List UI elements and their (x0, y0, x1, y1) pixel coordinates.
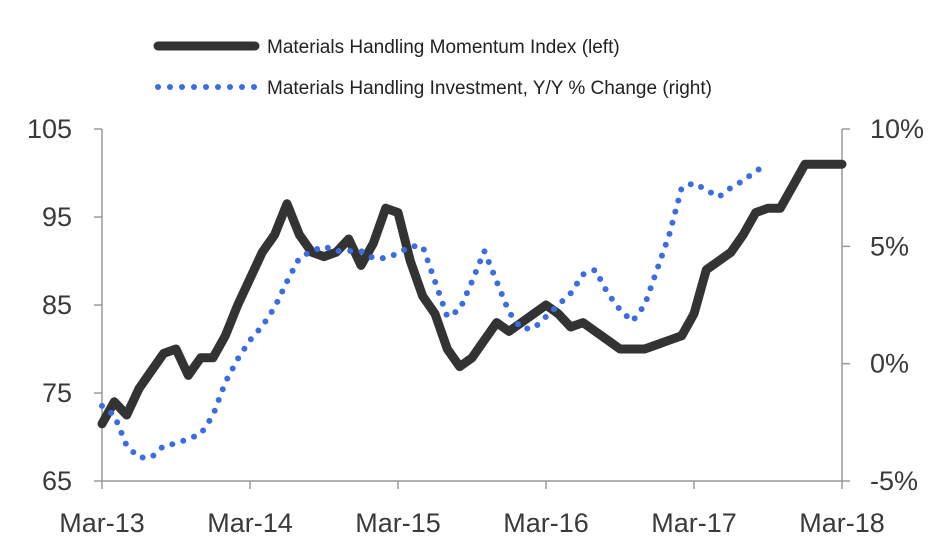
y-left-tick-label: 65 (42, 466, 72, 496)
y-right-ticks: -5% 0% 5% 10% (842, 114, 924, 496)
x-ticks: Mar-13 Mar-14 Mar-15 Mar-16 Mar-17 Mar-18 (59, 481, 885, 538)
y-left-tick-label: 95 (42, 202, 72, 232)
y-right-tick-label: 5% (870, 231, 909, 261)
y-left-tick-label: 105 (27, 114, 72, 144)
y-right-tick-label: -5% (870, 466, 918, 496)
x-tick-label: Mar-14 (207, 508, 293, 538)
x-tick-label: Mar-18 (799, 508, 885, 538)
x-tick-label: Mar-17 (651, 508, 737, 538)
legend-label-momentum: Materials Handling Momentum Index (left) (267, 37, 620, 58)
x-tick-label: Mar-16 (503, 508, 589, 538)
y-left-ticks: 65 75 85 95 105 (27, 114, 102, 496)
y-right-tick-label: 0% (870, 349, 909, 379)
legend-label-investment: Materials Handling Investment, Y/Y % Cha… (267, 78, 712, 99)
series-line-investment (99, 161, 771, 461)
series-line-momentum (97, 159, 847, 429)
x-tick-label: Mar-15 (355, 508, 441, 538)
y-right-tick-label: 10% (870, 114, 924, 144)
y-left-tick-label: 75 (42, 378, 72, 408)
x-tick-label: Mar-13 (59, 508, 145, 538)
y-left-tick-label: 85 (42, 290, 72, 320)
legend: Materials Handling Momentum Index (left)… (153, 37, 712, 99)
